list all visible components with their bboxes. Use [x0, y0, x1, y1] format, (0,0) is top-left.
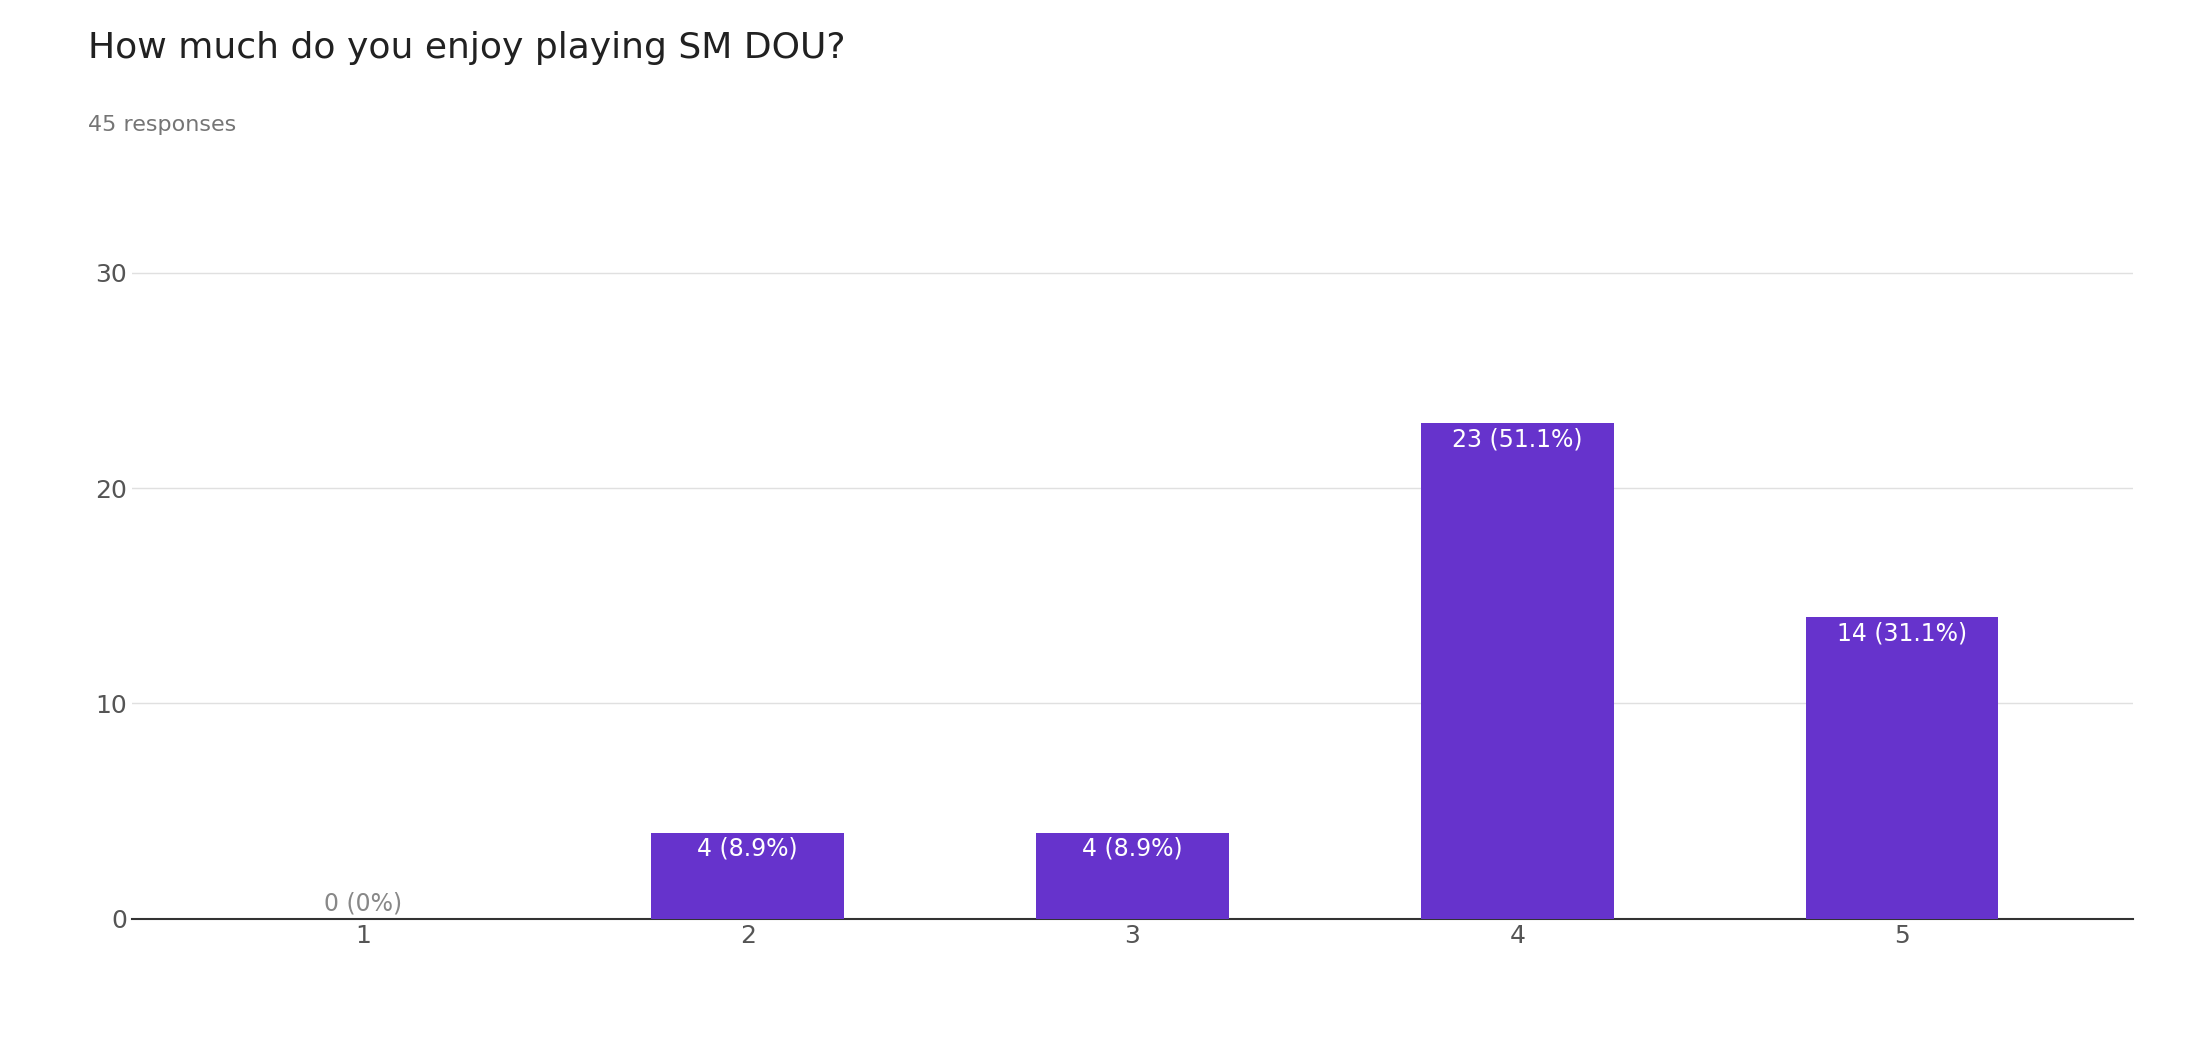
Text: 0 (0%): 0 (0%): [323, 892, 402, 916]
Bar: [1036, 833, 1229, 919]
Bar: [1421, 424, 1614, 919]
Text: 23 (51.1%): 23 (51.1%): [1451, 428, 1583, 452]
Text: 4 (8.9%): 4 (8.9%): [697, 837, 798, 861]
Bar: [651, 833, 844, 919]
Bar: [1805, 617, 1999, 919]
Text: 14 (31.1%): 14 (31.1%): [1836, 621, 1968, 645]
Text: How much do you enjoy playing SM DOU?: How much do you enjoy playing SM DOU?: [88, 31, 844, 66]
Text: 4 (8.9%): 4 (8.9%): [1082, 837, 1183, 861]
Text: 45 responses: 45 responses: [88, 115, 235, 135]
